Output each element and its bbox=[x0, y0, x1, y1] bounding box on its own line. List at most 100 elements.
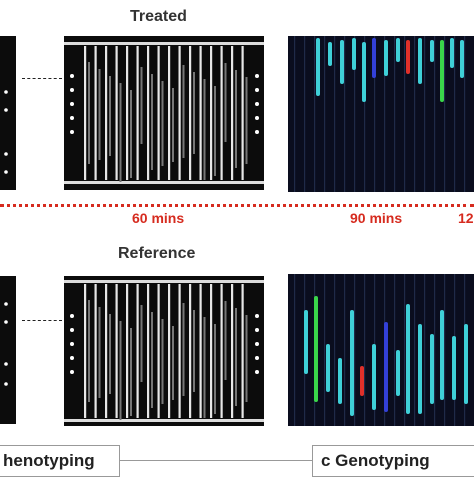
trench-cells bbox=[88, 300, 90, 402]
trench-cells bbox=[172, 326, 174, 400]
cell-lineage bbox=[362, 42, 366, 102]
brightfield-trenches-reference bbox=[64, 276, 264, 426]
trench-cells bbox=[130, 328, 132, 416]
trench-wall bbox=[178, 284, 181, 418]
phenotyping-label: henotyping bbox=[0, 445, 120, 477]
trench-cells bbox=[235, 70, 237, 168]
marker-dot bbox=[255, 88, 259, 92]
trench-cells bbox=[130, 90, 132, 178]
trench-wall bbox=[189, 46, 192, 180]
cell-lineage bbox=[460, 40, 464, 78]
brightfield-reference-svg bbox=[64, 280, 264, 422]
marker-dot bbox=[70, 88, 74, 92]
cell-lineage bbox=[452, 336, 456, 400]
cell-lineage bbox=[316, 38, 320, 96]
trench-line bbox=[424, 36, 426, 192]
trench-cells bbox=[172, 88, 174, 162]
trench-cells bbox=[193, 72, 195, 154]
trench-wall bbox=[168, 46, 171, 180]
section-connector-line bbox=[118, 460, 318, 461]
trench-line bbox=[364, 274, 366, 426]
marker-dot bbox=[255, 116, 259, 120]
trench-line bbox=[324, 274, 326, 426]
marker-dot bbox=[255, 74, 259, 78]
trench-wall bbox=[94, 46, 97, 180]
trench-line bbox=[464, 36, 466, 192]
reference-heading: Reference bbox=[118, 245, 196, 262]
fluorescence-reference-svg bbox=[294, 274, 468, 426]
trench-cells bbox=[98, 307, 101, 398]
trench-line bbox=[344, 274, 346, 426]
trench-line bbox=[364, 36, 366, 192]
trench-wall bbox=[115, 284, 118, 418]
cell-lineage bbox=[450, 38, 454, 68]
trench-line bbox=[314, 36, 316, 192]
trench-line bbox=[334, 36, 336, 192]
fluorescence-treated-svg bbox=[294, 36, 466, 192]
bottom-rail bbox=[64, 419, 264, 422]
cell-lineage bbox=[314, 296, 318, 402]
trench-wall bbox=[147, 284, 150, 418]
trench-line bbox=[324, 36, 326, 192]
time-90: 90 mins bbox=[350, 210, 403, 226]
trench-line bbox=[444, 274, 446, 426]
trench-wall bbox=[84, 284, 87, 418]
overview-bottom-svg bbox=[4, 302, 8, 386]
trench-wall bbox=[115, 46, 118, 180]
marker-dot bbox=[70, 102, 74, 106]
trench-cells bbox=[214, 324, 216, 414]
trench-line bbox=[434, 36, 436, 192]
cell-lineage bbox=[326, 344, 330, 392]
trench-line bbox=[344, 36, 346, 192]
cell-lineage bbox=[418, 324, 422, 414]
time-divider bbox=[0, 204, 474, 207]
trench-line bbox=[434, 274, 436, 426]
trench-line bbox=[444, 36, 446, 192]
top-rail bbox=[64, 280, 264, 283]
trench-line bbox=[304, 36, 306, 192]
marker-dot bbox=[70, 356, 74, 360]
trench-wall bbox=[136, 284, 139, 418]
trench-cells bbox=[98, 69, 101, 160]
cell-lineage bbox=[396, 38, 400, 62]
brightfield-trenches-treated bbox=[64, 36, 264, 190]
trench-wall bbox=[168, 284, 171, 418]
time-120: 12 bbox=[458, 210, 474, 226]
cell-lineage bbox=[352, 38, 356, 70]
trench-line bbox=[374, 36, 376, 192]
trench-line bbox=[414, 36, 416, 192]
cell-lineage bbox=[372, 38, 376, 78]
brightfield-treated-svg bbox=[64, 42, 264, 184]
trench-line bbox=[354, 36, 356, 192]
cell-lineage bbox=[418, 38, 422, 84]
trench-wall bbox=[178, 46, 181, 180]
zoom-connector-bottom bbox=[22, 320, 62, 321]
cell-lineage bbox=[340, 40, 344, 84]
cell-lineage bbox=[396, 350, 400, 396]
marker-dot bbox=[255, 356, 259, 360]
trench-line bbox=[414, 274, 416, 426]
top-rail bbox=[64, 42, 264, 45]
trench-cells bbox=[140, 67, 143, 144]
marker-dot bbox=[255, 102, 259, 106]
trench-cells bbox=[203, 317, 206, 418]
trench-line bbox=[404, 36, 406, 192]
trench-cells bbox=[224, 63, 227, 142]
trench-wall bbox=[94, 284, 97, 418]
trench-wall bbox=[210, 284, 213, 418]
time-60: 60 mins bbox=[132, 210, 185, 226]
trench-wall bbox=[220, 46, 223, 180]
trench-cells bbox=[214, 86, 216, 176]
trench-cells bbox=[109, 76, 111, 156]
trench-cells bbox=[119, 321, 122, 420]
bottom-rail bbox=[64, 181, 264, 184]
marker-dot bbox=[70, 130, 74, 134]
trench-wall bbox=[231, 284, 234, 418]
trench-line bbox=[404, 274, 406, 426]
fluorescence-kymograph-treated bbox=[288, 36, 474, 192]
trench-wall bbox=[220, 284, 223, 418]
trench-wall bbox=[231, 46, 234, 180]
trench-cells bbox=[151, 74, 153, 170]
trench-wall bbox=[136, 46, 139, 180]
marker-dot bbox=[255, 342, 259, 346]
